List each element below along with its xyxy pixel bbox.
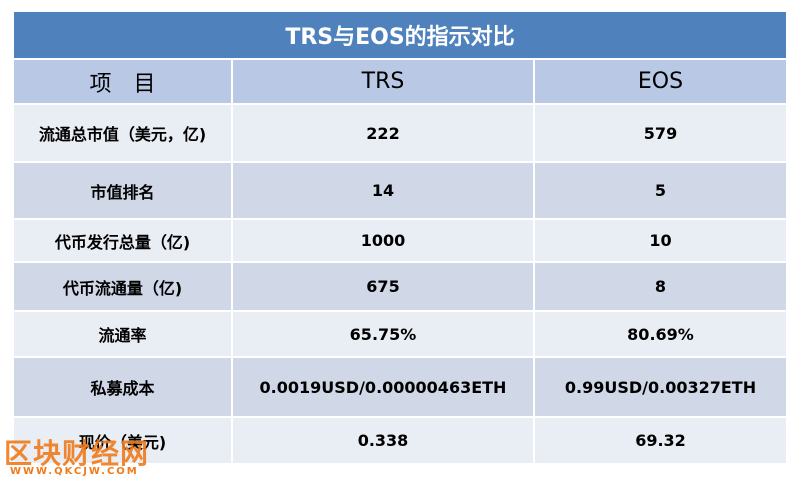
table-row: 私募成本 0.0019USD/0.00000463ETH 0.99USD/0.003… xyxy=(14,358,786,418)
table-cell: 流通率 xyxy=(14,312,233,356)
table-cell: 222 xyxy=(233,105,535,161)
header-cell: TRS xyxy=(233,60,535,103)
table-cell: 675 xyxy=(233,263,535,310)
table-cell: 0.99USD/0.00327ETH xyxy=(564,377,757,397)
table-cell: 0.338 xyxy=(233,418,535,463)
table-row: 代币流通量（亿) 675 8 xyxy=(14,263,786,312)
watermark-url: WWW.QKCJW.COM xyxy=(10,466,139,477)
table-cell: 5 xyxy=(654,181,667,200)
table: TRS与EOS的指示对比 项 目 TRS EOS 流通总市值（美元，亿) 222 579 市… xyxy=(14,12,786,465)
watermark: 区块财经网 xyxy=(4,437,150,470)
table-cell: 私募成本 xyxy=(14,358,233,416)
table-title: TRS与EOS的指示对比 xyxy=(14,12,786,60)
table-cell: 代币发行总量（亿) xyxy=(14,220,233,261)
table-row: 流通率 65.75% 80.69% xyxy=(14,312,786,358)
table-cell: 80.69% xyxy=(627,324,694,344)
table-row: 代币发行总量（亿) 1000 10 xyxy=(14,220,786,263)
table-cell: 69.32 xyxy=(635,431,686,450)
table-cell: 代币流通量（亿) xyxy=(14,263,233,310)
table-cell: 14 xyxy=(233,163,535,218)
table-row: 流通总市值（美元，亿) 222 579 xyxy=(14,105,786,163)
table-cell: 市值排名 xyxy=(14,163,233,218)
table-row: 现价（美元) 0.338 69.32 xyxy=(14,418,786,465)
header-cell: EOS xyxy=(637,69,684,94)
table-row: 市值排名 14 5 xyxy=(14,163,786,220)
table-cell: 现价（美元) xyxy=(14,418,233,463)
table-cell: 0.0019USD/0.00000463ETH xyxy=(233,358,535,416)
table-cell: 1000 xyxy=(233,220,535,261)
table-cell: 8 xyxy=(654,277,667,296)
header-row: 项 目 TRS EOS xyxy=(14,60,786,105)
table-cell: 65.75% xyxy=(233,312,535,356)
table-cell: 10 xyxy=(649,231,672,250)
header-cell: 项 目 xyxy=(14,60,233,103)
table-cell: 流通总市值（美元，亿) xyxy=(14,105,233,161)
table-cell: 579 xyxy=(643,123,678,143)
